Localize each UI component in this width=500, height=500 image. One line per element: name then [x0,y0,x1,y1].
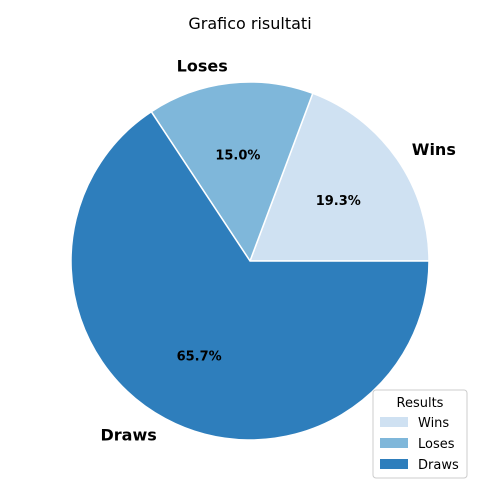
slice-category-labels: Wins Loses Draws [100,56,455,444]
pie-slice-wins [248,92,430,262]
pie-slice-loses [150,81,314,263]
slice-pct-draws: 65.7% [177,350,222,365]
legend-box [372,389,468,479]
pie-slice-draws [70,110,430,441]
slice-percentage-labels: 19.3% 15.0% 65.7% [177,148,361,364]
chart-title: Grafico risultati [188,14,311,33]
slice-label-loses: Loses [177,56,228,75]
legend-title: Results [397,396,444,411]
pie-slices [70,81,430,441]
legend-swatch-draws [380,459,408,469]
slice-label-wins: Wins [412,140,456,159]
slice-pct-wins: 19.3% [316,194,361,209]
legend-entries: Wins Loses Draws [380,416,459,473]
legend-swatch-loses [380,438,408,448]
legend-label-wins: Wins [418,416,449,431]
legend-label-loses: Loses [418,437,455,452]
slice-label-draws: Draws [100,425,156,444]
legend-label-draws: Draws [418,458,459,473]
slice-pct-loses: 15.0% [215,148,260,163]
legend: Results Wins Loses Draws [372,389,468,479]
legend-swatch-wins [380,417,408,427]
